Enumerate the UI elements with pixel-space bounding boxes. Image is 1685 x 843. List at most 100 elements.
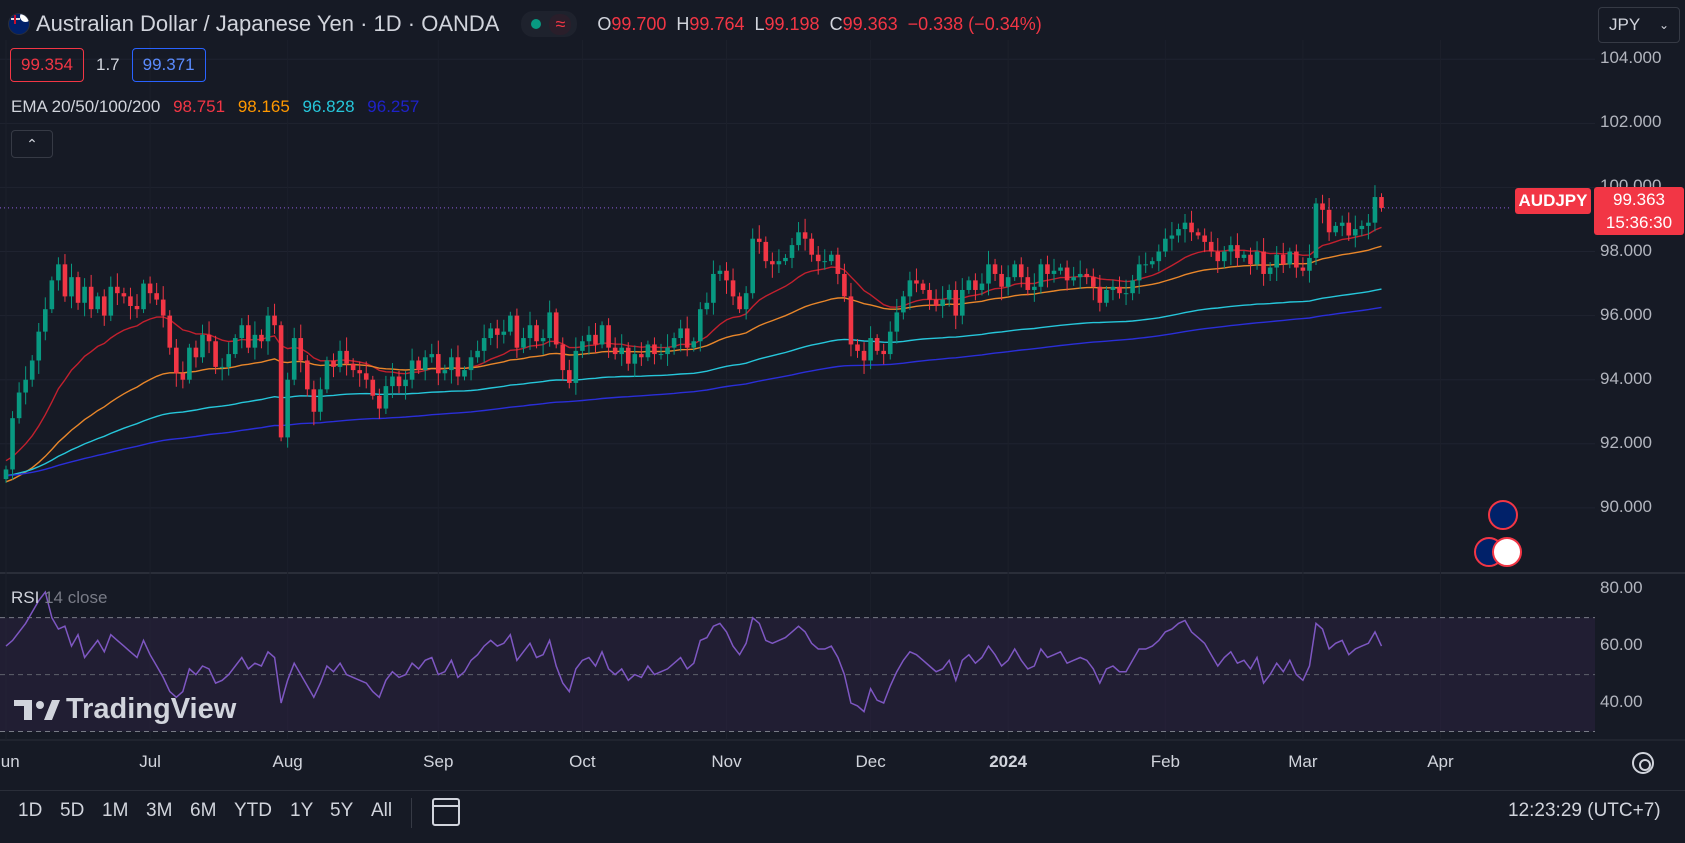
candle xyxy=(796,222,801,251)
candle xyxy=(36,322,42,374)
candle-body xyxy=(1097,286,1103,303)
candle-body xyxy=(363,373,369,380)
candle xyxy=(580,335,585,358)
candle-body xyxy=(691,341,697,348)
chart-settings-gear-icon[interactable] xyxy=(1632,752,1654,774)
chevron-down-icon: ⌄ xyxy=(1658,18,1669,32)
tradingview-logo[interactable]: TradingView xyxy=(14,693,236,726)
candle-body xyxy=(514,315,520,348)
timeframe-button-1d[interactable]: 1D xyxy=(18,800,43,821)
ema-legend[interactable]: EMA 20/50/100/200 98.751 98.165 96.828 9… xyxy=(11,97,427,117)
candle-body xyxy=(1261,251,1266,274)
candle-body xyxy=(743,293,749,310)
candle xyxy=(1195,228,1201,240)
candle xyxy=(730,268,736,306)
ema-100-line xyxy=(5,288,1382,477)
timeframe-button-all[interactable]: All xyxy=(371,800,393,821)
timeframe-button-3m[interactable]: 3M xyxy=(146,800,173,821)
ema-100-value: 96.828 xyxy=(302,97,355,116)
candle-body xyxy=(278,325,284,438)
candle-body xyxy=(789,245,795,258)
timeframe-button-1y[interactable]: 1Y xyxy=(290,800,314,821)
candle-body xyxy=(1176,229,1181,236)
candle xyxy=(599,321,605,349)
candle xyxy=(1333,222,1338,237)
ema-200-value: 96.257 xyxy=(367,97,420,116)
last-price-value: 99.363 xyxy=(1613,190,1665,209)
candle xyxy=(881,343,886,365)
candle-body xyxy=(272,315,277,326)
timeframe-button-1m[interactable]: 1M xyxy=(102,800,129,821)
candle-body xyxy=(946,289,952,300)
candle xyxy=(1359,220,1365,237)
buy-button[interactable]: 99.371 xyxy=(131,48,206,82)
candle xyxy=(1130,274,1135,301)
candle-body xyxy=(593,334,598,345)
candle-body xyxy=(776,261,782,265)
collapse-legend-button[interactable]: ⌃ xyxy=(11,130,53,158)
ema-label: EMA 20/50/100/200 xyxy=(11,97,161,116)
candle xyxy=(652,337,657,365)
symbol-title[interactable]: Australian Dollar / Japanese Yen · 1D · … xyxy=(36,11,500,36)
go-to-date-calendar-icon[interactable] xyxy=(432,798,460,826)
candle xyxy=(370,375,376,400)
candle xyxy=(265,306,271,355)
candle-body xyxy=(115,286,120,294)
candle-body xyxy=(1012,264,1017,278)
candle-body xyxy=(259,334,264,342)
candle-body xyxy=(1058,267,1063,271)
candle xyxy=(494,319,500,349)
clock-timezone[interactable]: 12:23:29 (UTC+7) xyxy=(1508,800,1661,821)
candle-body xyxy=(848,296,854,345)
jpy-event-flag-icon[interactable] xyxy=(1492,537,1522,567)
candle-body xyxy=(403,379,408,387)
candle xyxy=(1136,255,1142,294)
candle-body xyxy=(318,389,323,412)
timeframe-button-5d[interactable]: 5D xyxy=(60,800,85,821)
sell-button[interactable]: 99.354 xyxy=(10,48,84,82)
candle xyxy=(278,321,284,442)
candle xyxy=(488,322,493,346)
candle-body xyxy=(252,334,258,348)
ohlc-change: −0.338 (−0.34%) xyxy=(907,13,1042,34)
candle-body xyxy=(796,232,801,246)
rsi-legend[interactable]: RSI 14 close xyxy=(11,588,107,608)
time-axis-tick-label: Apr xyxy=(1427,752,1454,771)
candle xyxy=(1156,244,1162,272)
candle xyxy=(1320,194,1325,224)
currency-select[interactable]: JPY ⌄ xyxy=(1598,7,1680,43)
timeframe-button-6m[interactable]: 6M xyxy=(190,800,217,821)
timeframe-button-5y[interactable]: 5Y xyxy=(330,800,354,821)
candle xyxy=(16,382,22,424)
aud-event-flag-icon[interactable] xyxy=(1488,500,1518,530)
candle xyxy=(468,350,474,381)
candle-body xyxy=(324,360,330,390)
candle xyxy=(1064,260,1070,291)
candle-body xyxy=(62,264,68,297)
candle xyxy=(272,303,277,334)
candle-body xyxy=(298,338,304,361)
candle xyxy=(914,268,919,293)
candle xyxy=(128,287,133,320)
wave-approx-icon: ≈ xyxy=(549,13,572,35)
toolbar-divider xyxy=(411,798,412,828)
ohlc-close-label: C xyxy=(829,13,843,34)
rsi-label: RSI xyxy=(11,588,40,607)
timeframe-button-ytd[interactable]: YTD xyxy=(234,800,272,821)
candle-body xyxy=(658,354,664,356)
bottom-toolbar xyxy=(0,790,1685,843)
candle-body xyxy=(442,370,448,374)
candle xyxy=(344,337,349,376)
candle xyxy=(508,311,513,336)
candle xyxy=(763,236,769,269)
market-status-pill[interactable]: ≈ xyxy=(521,11,578,37)
candle xyxy=(907,271,913,310)
candle xyxy=(363,361,369,389)
candle-body xyxy=(167,315,173,348)
candle-body xyxy=(1149,261,1155,265)
candle-body xyxy=(377,395,382,409)
chart-canvas[interactable] xyxy=(0,0,1685,790)
candle-body xyxy=(468,357,474,371)
candle-body xyxy=(1333,225,1338,233)
candle xyxy=(449,348,454,384)
